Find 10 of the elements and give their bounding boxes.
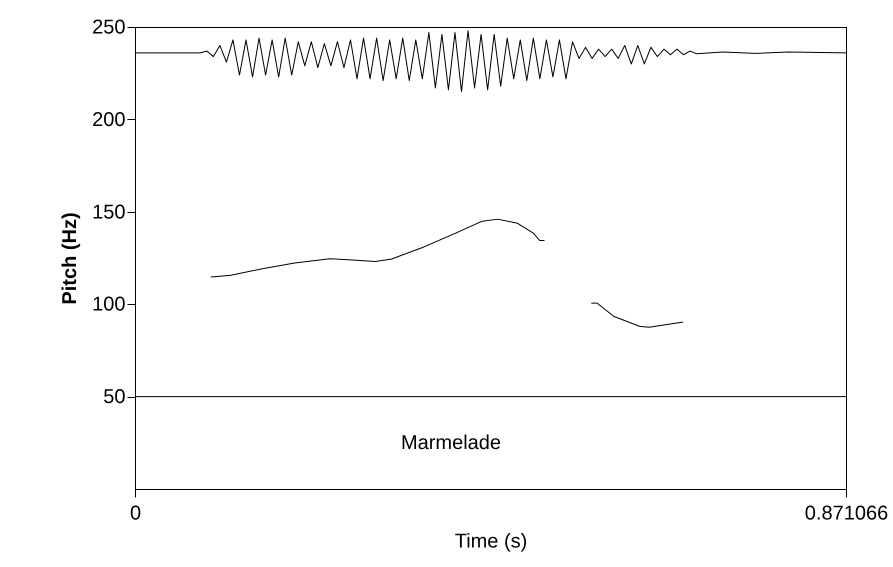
- y-tick-label: 150: [92, 201, 126, 224]
- y-axis-title: Pitch (Hz): [59, 212, 82, 305]
- x-tick-label: 0: [130, 502, 142, 524]
- y-tick-label: 50: [103, 386, 126, 408]
- x-tick-label: 0.871066: [804, 502, 888, 524]
- y-tick-label: 250: [92, 16, 126, 38]
- y-tick-label: 200: [92, 108, 126, 131]
- annotation: Marmelade: [400, 432, 502, 454]
- y-tick-label: 100: [92, 294, 126, 316]
- x-axis-title: Time (s): [454, 530, 528, 552]
